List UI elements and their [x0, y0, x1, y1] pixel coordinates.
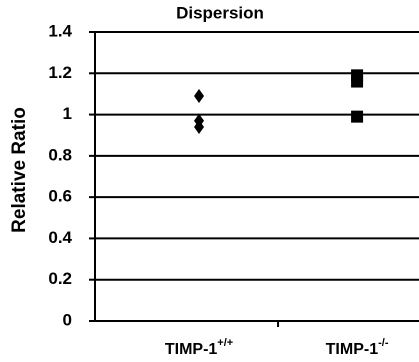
data-point	[194, 88, 205, 103]
x-tick-label: TIMP-1+/+	[165, 337, 233, 358]
data-point	[351, 75, 364, 88]
data-point	[194, 119, 205, 134]
x-tick-label: TIMP-1-/-	[326, 337, 389, 358]
y-tick-label: 1.2	[48, 63, 72, 82]
y-tick-label: 0.2	[48, 269, 72, 288]
y-tick-label: 0.4	[48, 228, 72, 247]
y-tick-label: 0	[63, 310, 72, 329]
y-tick-label: 0.6	[48, 187, 72, 206]
chart-title: Dispersion	[176, 3, 264, 22]
y-tick-label: 1	[63, 104, 72, 123]
y-tick-label: 1.4	[48, 21, 72, 40]
data-point	[351, 110, 364, 123]
y-axis-label: Relative Ratio	[9, 107, 30, 233]
y-tick-label: 0.8	[48, 145, 72, 164]
